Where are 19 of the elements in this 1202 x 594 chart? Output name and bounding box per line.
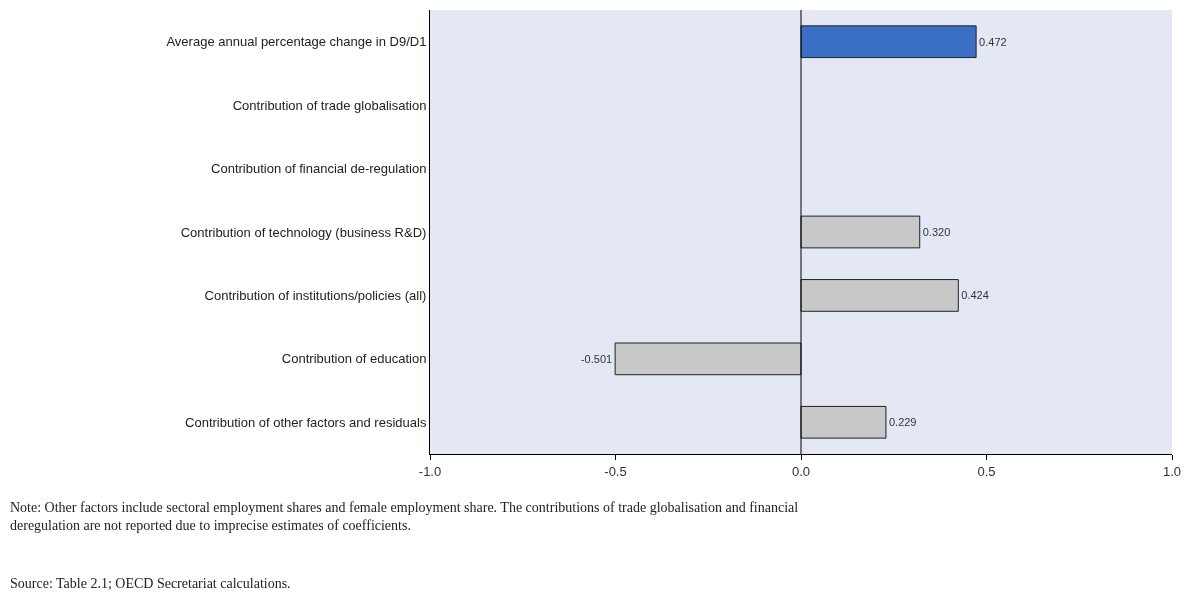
- y-tick-label: Contribution of financial de-regulation: [211, 161, 427, 177]
- data-label: 0.229: [888, 416, 917, 429]
- y-tick-label: Average annual percentage change in D9/D1: [166, 34, 427, 50]
- x-tick-label: -1.0: [418, 463, 442, 479]
- source-note: Source: Table 2.1; OECD Secretariat calculations.: [10, 576, 291, 591]
- y-tick-label: Contribution of other factors and residuals: [185, 414, 427, 430]
- x-tick-label: 1.0: [1162, 463, 1182, 479]
- y-tick-label: Contribution of trade globalisation: [232, 97, 427, 113]
- data-label: 0.472: [979, 35, 1007, 48]
- x-tick-label: 0.5: [977, 463, 996, 479]
- y-tick-label: Contribution of technology (business R&D): [180, 224, 427, 240]
- x-tick-label: 0.0: [791, 463, 811, 479]
- data-label: 0.320: [922, 226, 951, 238]
- text: Note: Other factors include sectoral employment shares and female employment share. The contributions of trade globalisation and financial deregulation are not reported due to imprecise estimates of coefficients.: [10, 500, 799, 534]
- x-tick-label: -0.5: [604, 463, 627, 479]
- data-label: 0.424: [961, 289, 989, 302]
- y-tick-label: Contribution of institutions/policies (all): [204, 287, 427, 303]
- data-label: -0.501: [580, 352, 613, 365]
- y-tick-label: Contribution of education: [281, 351, 427, 367]
